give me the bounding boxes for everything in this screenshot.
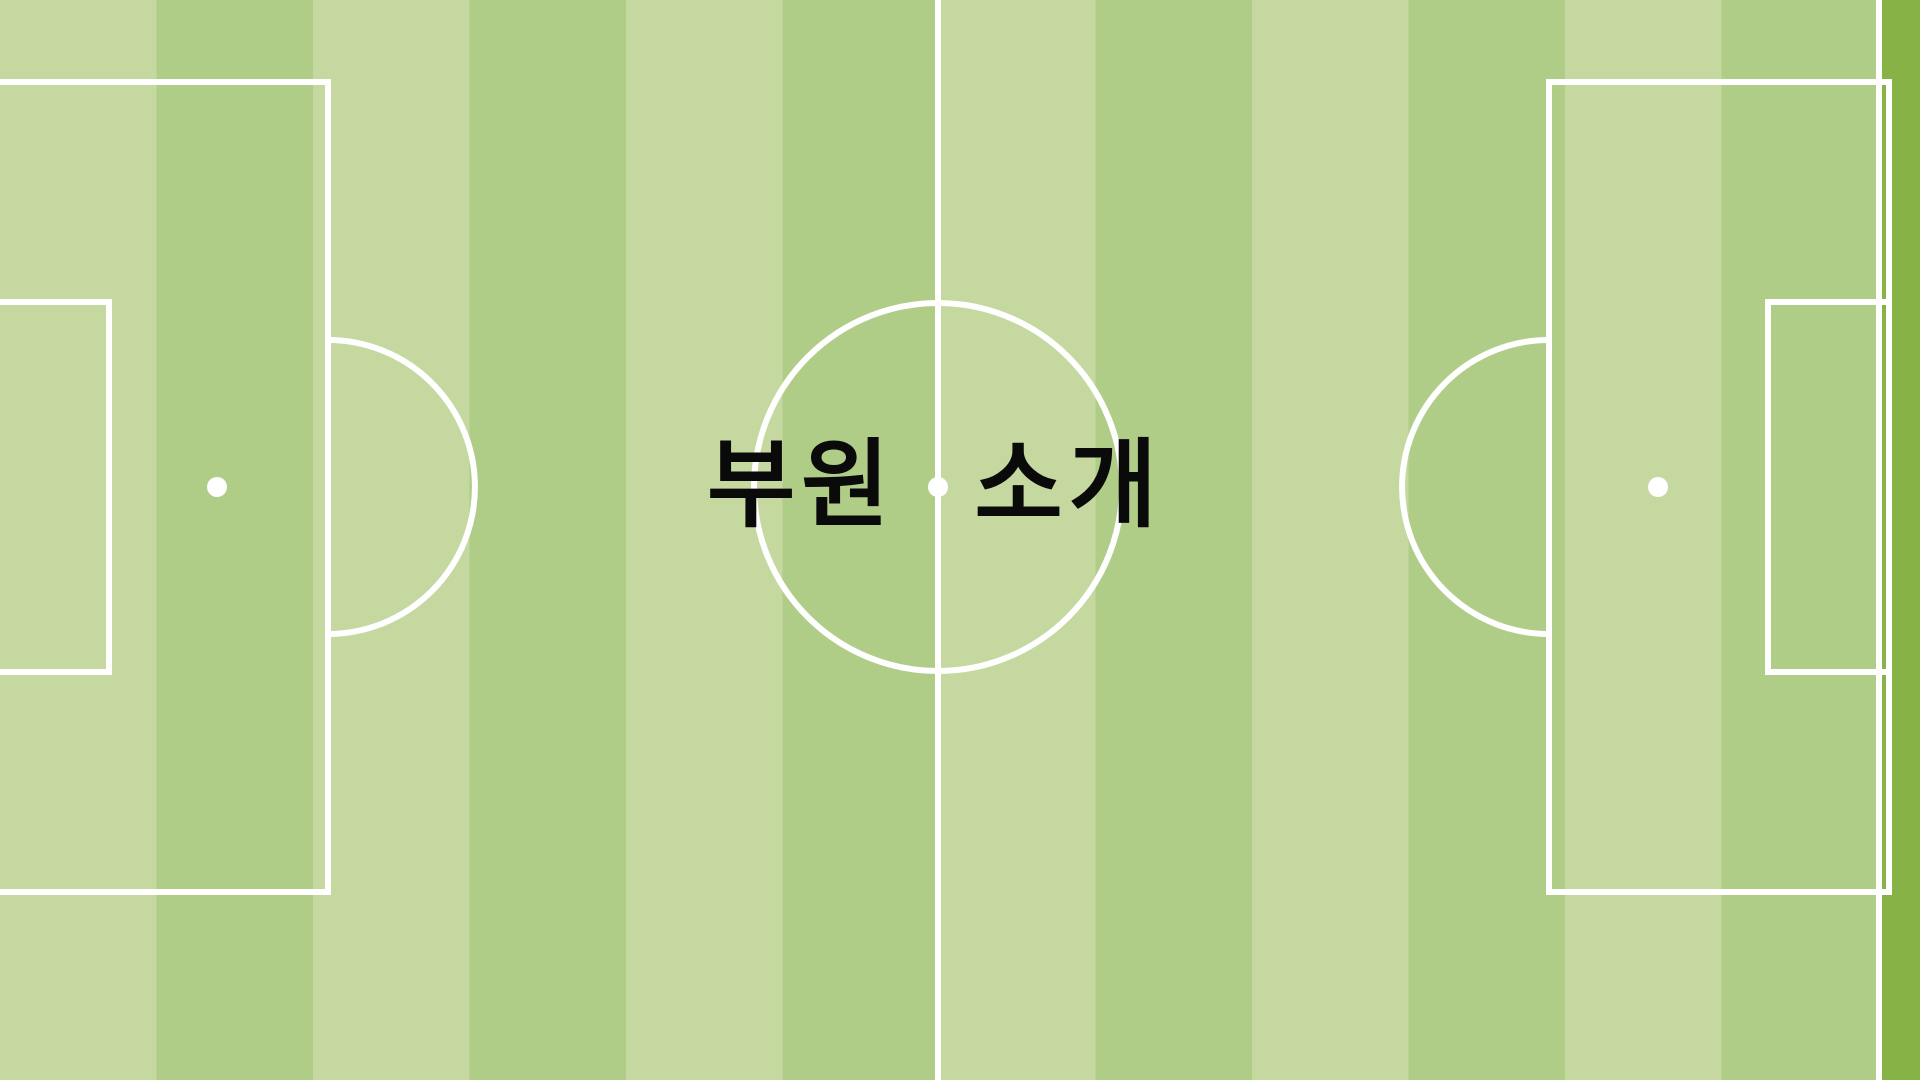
pitch-stripe <box>0 0 158 1080</box>
pitch-stripe <box>313 0 471 1080</box>
pitch-stripe <box>156 0 314 1080</box>
right-penalty-spot <box>1648 477 1668 497</box>
left-penalty-arc <box>327 337 478 637</box>
pitch-stripe <box>1095 0 1253 1080</box>
pitch-stripe <box>626 0 784 1080</box>
center-spot <box>928 477 948 497</box>
left-penalty-spot <box>207 477 227 497</box>
pitch-stripe <box>782 0 940 1080</box>
pitch-stripe <box>1252 0 1410 1080</box>
pitch-stripe <box>469 0 627 1080</box>
pitch-stripe <box>1408 0 1566 1080</box>
pitch-stripe <box>1565 0 1723 1080</box>
right-penalty-arc <box>1399 337 1550 637</box>
pitch-stripe <box>939 0 1097 1080</box>
right-goal-area <box>1765 299 1892 675</box>
slide-title: 부원 소개 <box>706 428 1164 541</box>
left-goal-area <box>0 299 112 675</box>
pitch-stripe <box>1721 0 1879 1080</box>
left-penalty-area <box>0 79 331 895</box>
pitch-spots <box>207 477 1668 497</box>
center-circle <box>751 300 1125 674</box>
